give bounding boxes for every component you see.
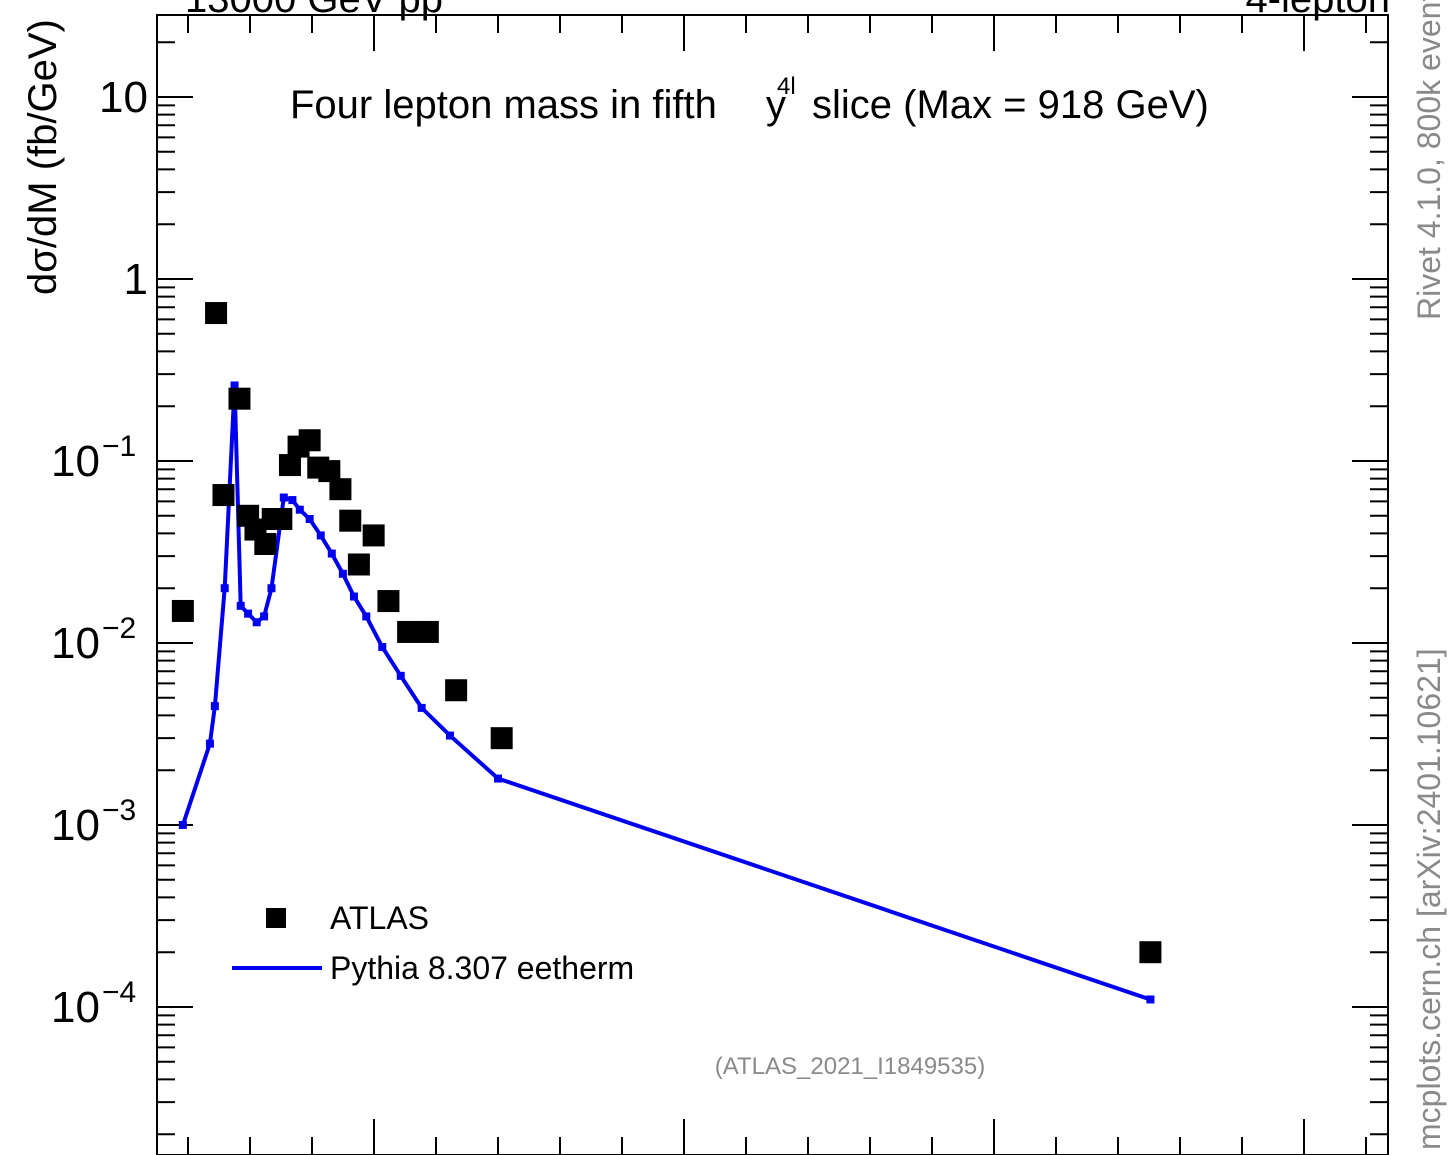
pythia-point — [327, 549, 336, 558]
atlas-point — [298, 429, 321, 452]
pythia-point — [493, 774, 502, 783]
pythia-point — [305, 515, 314, 524]
atlas-point — [278, 454, 301, 477]
y-tick-label: 1 — [124, 255, 148, 304]
atlas-point — [445, 679, 468, 702]
atlas-point — [1139, 941, 1162, 964]
pythia-point — [1146, 995, 1155, 1004]
pythia-point — [236, 601, 245, 610]
atlas-point — [329, 478, 352, 501]
pythia-point — [244, 609, 253, 618]
pythia-point — [295, 505, 304, 514]
atlas-point — [254, 532, 277, 555]
pythia-point — [316, 531, 325, 540]
y-axis-label: dσ/dM (fb/GeV) — [21, 19, 65, 295]
y-tick-exponent: −1 — [102, 430, 136, 463]
top-left-label: 13000 GeV pp — [185, 0, 443, 21]
legend-pythia-label: Pythia 8.307 eetherm — [330, 950, 634, 986]
pythia-point — [252, 618, 261, 627]
pythia-point — [279, 493, 288, 502]
analysis-id: (ATLAS_2021_I1849535) — [715, 1053, 985, 1080]
pythia-point — [230, 381, 239, 390]
atlas-point — [490, 727, 513, 750]
chart-title: Four lepton mass in fifth y 4l slice (Ma… — [290, 73, 1209, 127]
pythia-point — [205, 739, 214, 748]
title-rest: slice (Max = 918 GeV) — [812, 83, 1209, 127]
pythia-point — [396, 671, 405, 680]
y-tick-label: 10 — [51, 437, 100, 486]
title-main: Four lepton mass in fifth — [290, 83, 717, 127]
pythia-point — [267, 584, 276, 593]
atlas-point — [318, 460, 341, 483]
title-yvar: y — [766, 83, 786, 127]
pythia-point — [349, 592, 358, 601]
pythia-point — [378, 643, 387, 652]
y-tick-exponent: −3 — [102, 794, 136, 827]
atlas-point — [377, 590, 400, 613]
atlas-point — [270, 508, 293, 531]
pythia-point — [338, 569, 347, 578]
y-tick-exponent: −2 — [102, 612, 136, 645]
legend: ATLAS Pythia 8.307 eetherm — [232, 900, 634, 986]
pythia-point — [362, 612, 371, 621]
atlas-point — [205, 302, 228, 325]
y-tick-label: 10 — [51, 801, 100, 850]
top-right-label: 4-lepton — [1245, 0, 1390, 21]
y-tick-label: 10 — [99, 73, 148, 122]
y-tick-exponent: −4 — [102, 976, 136, 1009]
plot-frame — [156, 14, 1389, 1155]
atlas-series — [171, 302, 1162, 964]
rivet-info: Rivet 4.1.0, 800k events — [1411, 0, 1447, 320]
legend-atlas-label: ATLAS — [330, 900, 429, 936]
atlas-point — [362, 524, 385, 547]
mcplots-info: mcplots.cern.ch [arXiv:2401.10621] — [1411, 648, 1447, 1150]
pythia-series — [178, 381, 1155, 1004]
atlas-point — [228, 387, 251, 410]
atlas-point — [212, 484, 235, 507]
pythia-point — [445, 731, 454, 740]
pythia-point — [220, 584, 229, 593]
pythia-point — [260, 612, 269, 621]
atlas-point — [397, 620, 420, 643]
atlas-point — [339, 509, 362, 532]
atlas-point — [347, 553, 370, 576]
atlas-point — [416, 620, 439, 643]
legend-atlas-marker — [266, 908, 286, 928]
title-yvar-sup: 4l — [777, 73, 796, 100]
atlas-point — [171, 599, 194, 622]
pythia-point — [288, 496, 297, 505]
pythia-point — [178, 821, 187, 829]
axis-ticks — [157, 15, 1388, 1155]
y-tick-label: 10 — [51, 983, 100, 1032]
y-tick-label: 10 — [51, 619, 100, 668]
pythia-point — [417, 703, 426, 712]
pythia-point — [210, 702, 219, 711]
